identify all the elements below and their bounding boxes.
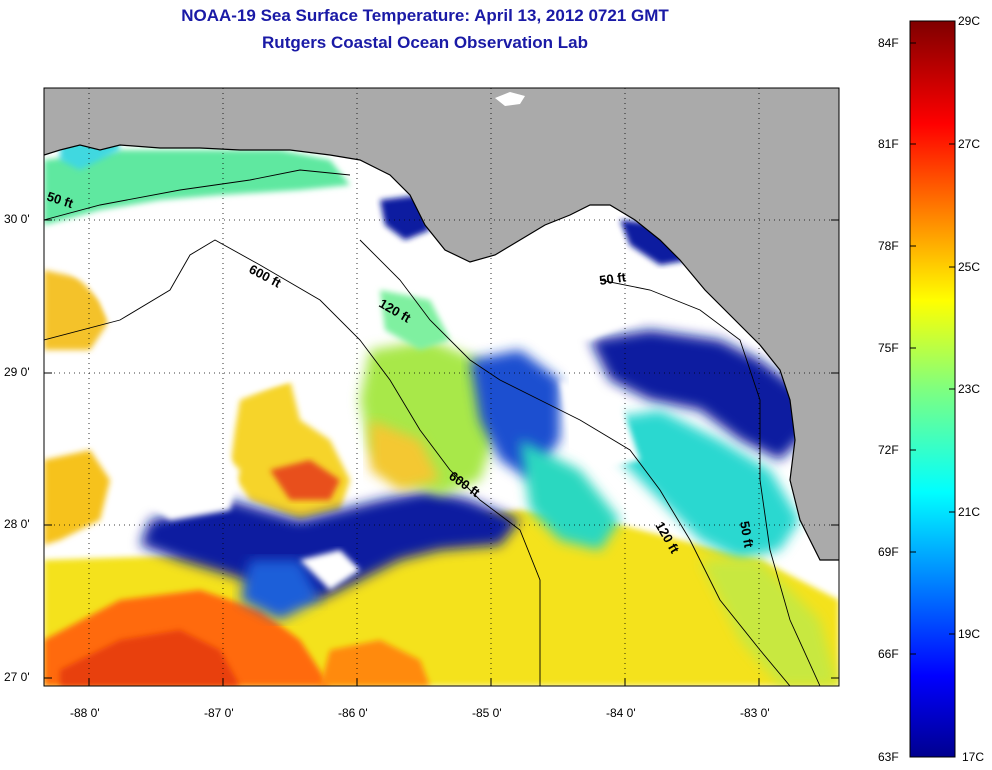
colorbar-celsius-label: 19C (958, 627, 981, 641)
lat-label: 29 0' (4, 365, 30, 379)
colorbar-fahrenheit-label: 66F (878, 647, 899, 661)
colorbar (909, 20, 956, 758)
map-title: NOAA-19 Sea Surface Temperature: April 1… (181, 6, 669, 25)
lon-label: -86 0' (338, 706, 368, 720)
colorbar-celsius-label: 25C (958, 260, 981, 274)
colorbar-fahrenheit-label: 69F (878, 545, 899, 559)
coastline (44, 144, 839, 561)
lon-label: -84 0' (606, 706, 636, 720)
colorbar-celsius-label: 17C (962, 750, 985, 764)
colorbar-celsius-label: 21C (958, 505, 981, 519)
land-mass (44, 88, 839, 560)
sst-field (44, 110, 839, 686)
depth-contours (44, 169, 821, 686)
colorbar-fahrenheit-label: 72F (878, 443, 899, 457)
lat-label: 28 0' (4, 517, 30, 531)
colorbar-celsius-label: 27C (958, 137, 981, 151)
axis-ticks (44, 219, 839, 686)
lon-label: -87 0' (204, 706, 234, 720)
colorbar-celsius-label: 23C (958, 382, 981, 396)
colorbar-ticks (910, 42, 955, 655)
colorbar-celsius-label: 29C (958, 14, 981, 28)
lat-label: 30 0' (4, 212, 30, 226)
lon-label: -88 0' (70, 706, 100, 720)
colorbar-fahrenheit-label: 63F (878, 750, 899, 764)
lat-label: 27 0' (4, 670, 30, 684)
colorbar-fahrenheit-label: 75F (878, 341, 899, 355)
map-frame (43, 87, 840, 687)
contour-label: 50 ft (737, 520, 757, 550)
lon-label: -85 0' (472, 706, 502, 720)
lon-label: -83 0' (740, 706, 770, 720)
contour-label: 50 ft (598, 269, 627, 288)
map-subtitle: Rutgers Coastal Ocean Observation Lab (262, 33, 588, 52)
colorbar-fahrenheit-label: 81F (878, 137, 899, 151)
colorbar-fahrenheit-label: 78F (878, 239, 899, 253)
colorbar-fahrenheit-label: 84F (878, 36, 899, 50)
